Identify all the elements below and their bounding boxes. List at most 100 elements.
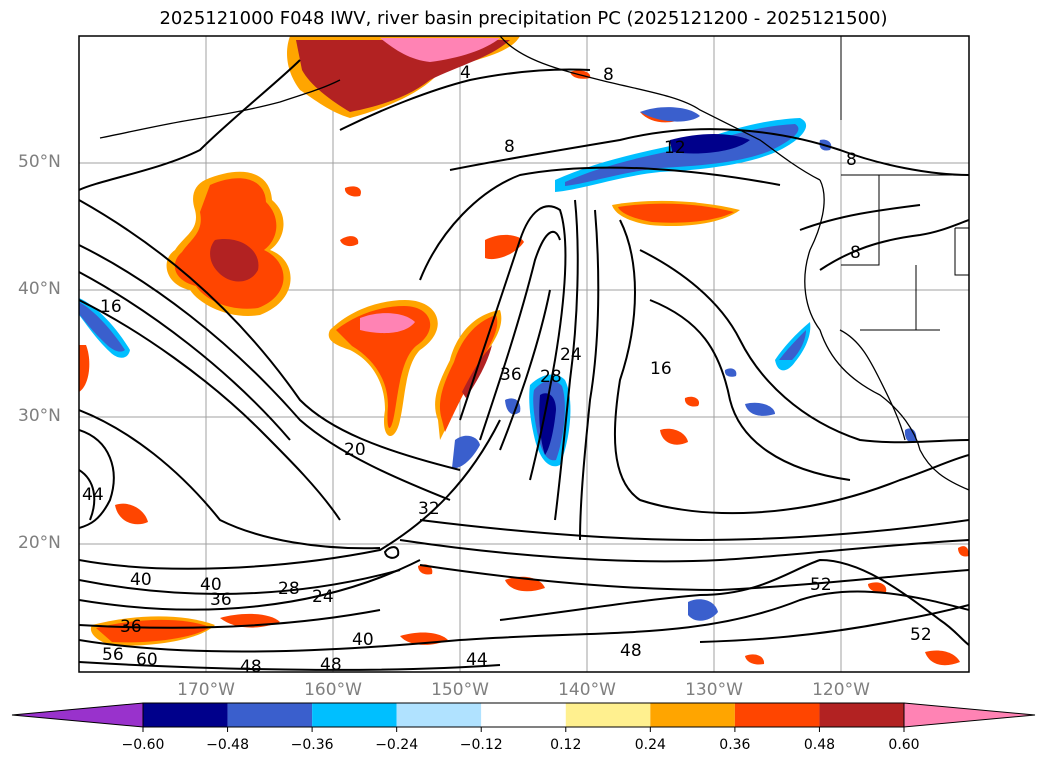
contour-label: 48 xyxy=(620,641,642,661)
colorbar-ticks xyxy=(142,727,905,732)
anomaly-blob-mid-pink-core xyxy=(360,313,415,334)
contour-line xyxy=(799,204,921,231)
contour-label: 36 xyxy=(500,365,522,385)
anomaly-blob-small-1 xyxy=(340,236,359,247)
colorbar-tick-label: 0.12 xyxy=(550,737,582,753)
colorbar-tick-label: 0.24 xyxy=(634,737,666,753)
colorbar-extend-high xyxy=(903,702,1036,728)
contour-line xyxy=(419,166,781,281)
contour-label: 16 xyxy=(100,297,122,317)
contour-label: 16 xyxy=(650,359,672,379)
contour-line xyxy=(639,249,969,444)
contour-line xyxy=(554,199,579,521)
contour-line xyxy=(479,230,561,441)
colorbar-segment xyxy=(227,703,313,727)
contour-line xyxy=(419,519,969,542)
colorbar-segment xyxy=(312,703,397,727)
contour-line xyxy=(499,558,969,646)
contour-line xyxy=(499,289,551,451)
contour-line xyxy=(79,409,381,550)
anomaly-blob-neg-southeast xyxy=(745,402,775,416)
anomaly-blob-small-7 xyxy=(745,654,765,665)
border-state-1 xyxy=(841,175,880,266)
colorbar-segment xyxy=(819,703,904,727)
map-title: 2025121000 F048 IWV, river basin precipi… xyxy=(159,8,888,29)
iwv-contours xyxy=(79,59,969,671)
anomaly-blob-small-8 xyxy=(958,546,969,557)
coastline-alaska xyxy=(499,36,821,181)
colorbar-tick-label: −0.48 xyxy=(206,737,249,753)
lon-label-120w: 120°W xyxy=(812,680,870,700)
contour-label: 52 xyxy=(810,575,832,595)
contour-line xyxy=(79,661,501,671)
lon-label-130w: 130°W xyxy=(685,680,743,700)
anomaly-blob-neg-center-3 xyxy=(505,398,521,415)
contour-line xyxy=(79,609,381,629)
colorbar-segment xyxy=(734,703,820,727)
anomaly-blob-neg-center-core xyxy=(539,393,556,455)
contour-label: 48 xyxy=(240,657,262,677)
lat-label-20n: 20°N xyxy=(18,533,61,553)
contour-label: 8 xyxy=(603,65,614,85)
anomaly-blob-alaska-max xyxy=(380,38,500,62)
contour-line xyxy=(79,590,969,653)
anomaly-blob-west-central-core xyxy=(210,239,259,282)
contour-line xyxy=(399,539,969,563)
contour-label: 12 xyxy=(664,138,686,158)
anomaly-blob-neg-west-mid xyxy=(79,302,125,352)
anomaly-blob-alaska-red xyxy=(296,40,510,112)
colorbar-segment xyxy=(650,703,735,727)
contour-label: 56 xyxy=(102,645,124,665)
contour-line xyxy=(79,299,341,521)
anomaly-blob-neg-north-2 xyxy=(640,107,700,122)
anomaly-blob-neg-coast-inner xyxy=(779,330,806,360)
contour-line xyxy=(419,564,969,592)
contour-label: 60 xyxy=(136,650,158,670)
contour-line xyxy=(79,271,291,441)
contour-line xyxy=(383,546,400,559)
colorbar-segment xyxy=(143,703,228,727)
contour-line xyxy=(699,604,969,643)
contour-line xyxy=(79,429,115,529)
colorbar-tick-label: 0.36 xyxy=(719,737,751,753)
anomaly-blob-southeast xyxy=(925,650,960,666)
anomaly-blob-west-edge xyxy=(79,345,90,392)
contour-label: 28 xyxy=(278,579,300,599)
colorbar-segment xyxy=(396,703,482,727)
contour-label: 20 xyxy=(344,440,366,460)
contour-label: 8 xyxy=(846,150,857,170)
anomaly-blob-small-3 xyxy=(684,396,700,407)
anomaly-blob-small-6 xyxy=(868,582,887,593)
anomaly-blob-southwest-2-inner xyxy=(96,619,210,643)
contour-line xyxy=(579,209,600,541)
contour-line xyxy=(649,299,851,481)
colorbar-tick-label: 0.60 xyxy=(888,737,920,753)
contour-label: 36 xyxy=(210,590,232,610)
contour-label: 44 xyxy=(82,485,104,505)
anomaly-blob-neg-small xyxy=(724,368,737,377)
contour-label: 40 xyxy=(130,570,152,590)
contour-line xyxy=(79,59,301,191)
coastlines xyxy=(99,36,969,491)
contour-line xyxy=(79,559,421,611)
lon-label-150w: 150°W xyxy=(431,680,489,700)
contour-line xyxy=(449,128,969,176)
contour-line xyxy=(79,569,401,595)
lat-label-50n: 50°N xyxy=(18,152,61,172)
contour-label: 44 xyxy=(466,650,488,670)
colorbar-tick-label: −0.12 xyxy=(459,737,503,753)
coastline-baja xyxy=(839,329,906,441)
anomaly-blob-south-3 xyxy=(660,428,688,445)
lon-label-160w: 160°W xyxy=(304,680,362,700)
anomaly-blob-neg-center-2 xyxy=(452,435,480,469)
colorbar-tick-label: 0.48 xyxy=(803,737,836,753)
colorbar-segment xyxy=(565,703,651,727)
contour-label: 24 xyxy=(560,345,582,365)
lat-label-30n: 30°N xyxy=(18,406,61,426)
contour-label: 8 xyxy=(504,137,515,157)
map-plot: 4 8 8 8 8 12 16 16 20 24 24 28 28 32 36 … xyxy=(78,35,970,677)
lon-label-170w: 170°W xyxy=(177,680,235,700)
contour-label: 40 xyxy=(200,575,222,595)
contour-labels: 4 8 8 8 8 12 16 16 20 24 24 28 28 32 36 … xyxy=(82,63,932,677)
colorbar-outline xyxy=(142,702,905,728)
